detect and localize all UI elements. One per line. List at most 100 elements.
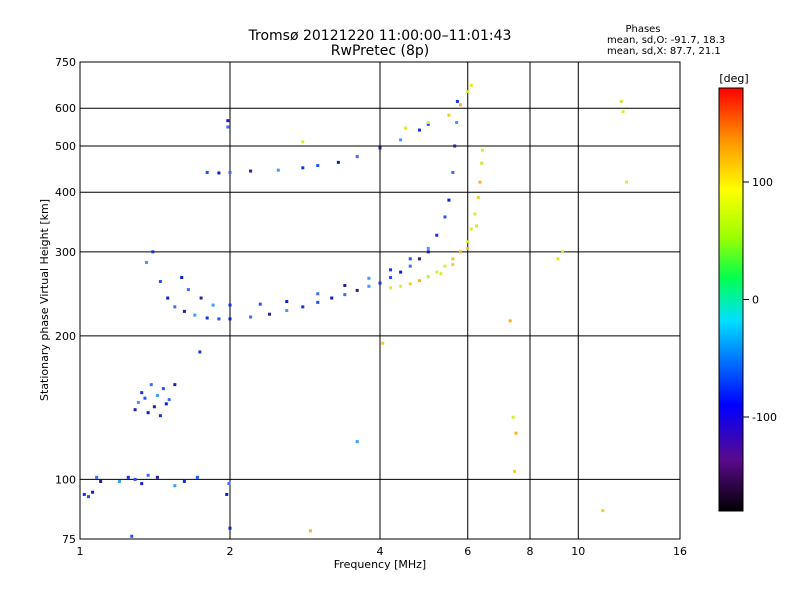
o-mode-point bbox=[336, 160, 340, 164]
o-mode-point bbox=[301, 305, 305, 309]
x-mode-point bbox=[556, 257, 560, 261]
o-mode-point bbox=[355, 155, 359, 159]
o-mode-point bbox=[285, 308, 289, 312]
x-mode-point bbox=[514, 431, 518, 435]
x-mode-point bbox=[381, 341, 385, 345]
x-mode-point bbox=[561, 250, 565, 254]
o-mode-point bbox=[455, 121, 459, 125]
o-mode-point bbox=[182, 479, 186, 483]
y-tick-label: 200 bbox=[55, 330, 76, 343]
o-mode-point bbox=[82, 492, 86, 496]
x-mode-point bbox=[399, 284, 403, 288]
o-mode-point bbox=[367, 276, 371, 280]
x-mode-point bbox=[466, 246, 470, 250]
x-mode-point bbox=[426, 275, 430, 279]
o-mode-point bbox=[417, 128, 421, 132]
y-tick-label: 100 bbox=[55, 473, 76, 486]
o-mode-point bbox=[198, 350, 202, 354]
colorbar-ticks: 100 0 -100 bbox=[743, 176, 777, 424]
x-tick-label: 2 bbox=[227, 545, 234, 558]
x-mode-point bbox=[458, 250, 462, 254]
o-mode-point bbox=[205, 316, 209, 320]
x-mode-point bbox=[475, 224, 479, 228]
o-mode-point bbox=[226, 119, 230, 123]
o-mode-point bbox=[453, 144, 457, 148]
o-mode-point bbox=[276, 168, 280, 172]
o-mode-point bbox=[205, 170, 209, 174]
o-mode-point bbox=[408, 264, 412, 268]
o-mode-point bbox=[86, 495, 90, 499]
x-mode-point bbox=[451, 257, 455, 261]
phases-o-stats: mean, sd,O: -91.7, 18.3 bbox=[607, 35, 725, 46]
phases-x-stats: mean, sd,X: 87.7, 21.1 bbox=[607, 46, 721, 57]
o-mode-point bbox=[167, 398, 171, 402]
o-mode-point bbox=[149, 383, 153, 387]
x-axis-ticks: 1 2 4 6 8 10 16 bbox=[77, 545, 688, 558]
o-mode-point bbox=[343, 283, 347, 287]
x-mode-point bbox=[621, 110, 625, 114]
o-mode-point bbox=[173, 383, 177, 387]
x-mode-point bbox=[466, 90, 470, 94]
o-mode-point bbox=[199, 296, 203, 300]
x-mode-point bbox=[508, 319, 512, 323]
o-mode-point bbox=[451, 170, 455, 174]
o-mode-point bbox=[378, 281, 382, 285]
o-mode-point bbox=[426, 246, 430, 250]
y-tick-label: 300 bbox=[55, 246, 76, 259]
o-mode-point bbox=[145, 260, 149, 264]
y-tick-label: 400 bbox=[55, 186, 76, 199]
x-tick-label: 4 bbox=[377, 545, 384, 558]
colorbar-tick-label: 100 bbox=[752, 176, 773, 189]
o-mode-point bbox=[126, 475, 130, 479]
o-mode-point bbox=[217, 317, 221, 321]
o-mode-point bbox=[447, 198, 451, 202]
o-mode-point bbox=[182, 309, 186, 313]
o-mode-point bbox=[355, 440, 359, 444]
o-mode-point bbox=[435, 233, 439, 237]
o-mode-point bbox=[316, 292, 320, 296]
x-mode-point bbox=[439, 272, 443, 276]
y-axis-label: Stationary phase Virtual Height [km] bbox=[38, 199, 51, 401]
colorbar-tick-label: 0 bbox=[752, 294, 759, 307]
x-mode-point bbox=[403, 126, 407, 130]
x-mode-point bbox=[426, 121, 430, 125]
o-mode-point bbox=[217, 171, 221, 175]
o-mode-point bbox=[152, 405, 156, 409]
x-mode-point bbox=[443, 264, 447, 268]
o-mode-point bbox=[158, 414, 162, 418]
o-mode-point bbox=[389, 268, 393, 272]
o-mode-point bbox=[443, 215, 447, 219]
o-mode-point bbox=[301, 166, 305, 170]
o-mode-point bbox=[399, 138, 403, 142]
o-mode-point bbox=[99, 479, 103, 483]
o-mode-point bbox=[426, 250, 430, 254]
o-mode-point bbox=[95, 475, 99, 479]
x-mode-point bbox=[513, 469, 517, 473]
o-mode-point bbox=[186, 288, 190, 292]
x-mode-point bbox=[451, 263, 455, 267]
o-mode-point bbox=[140, 391, 144, 395]
o-mode-point bbox=[140, 482, 144, 486]
x-tick-label: 16 bbox=[673, 545, 687, 558]
o-mode-point bbox=[285, 300, 289, 304]
o-mode-point bbox=[166, 296, 170, 300]
o-mode-point bbox=[130, 534, 134, 538]
o-mode-point bbox=[455, 99, 459, 103]
o-mode-point bbox=[316, 164, 320, 168]
o-mode-point bbox=[146, 473, 150, 477]
x-mode-point bbox=[308, 529, 312, 533]
x-mode-point bbox=[389, 286, 393, 290]
o-mode-point bbox=[164, 402, 168, 406]
o-mode-point bbox=[225, 492, 229, 496]
o-mode-point bbox=[211, 303, 215, 307]
x-mode-point bbox=[447, 113, 451, 117]
o-mode-point bbox=[378, 146, 382, 150]
x-tick-label: 1 bbox=[77, 545, 84, 558]
x-mode-point bbox=[625, 180, 629, 184]
o-mode-point bbox=[249, 315, 253, 319]
o-mode-point bbox=[355, 288, 359, 292]
y-tick-label: 600 bbox=[55, 102, 76, 115]
o-mode-point bbox=[180, 276, 184, 280]
x-mode-point bbox=[469, 227, 473, 231]
o-mode-point bbox=[258, 302, 262, 306]
